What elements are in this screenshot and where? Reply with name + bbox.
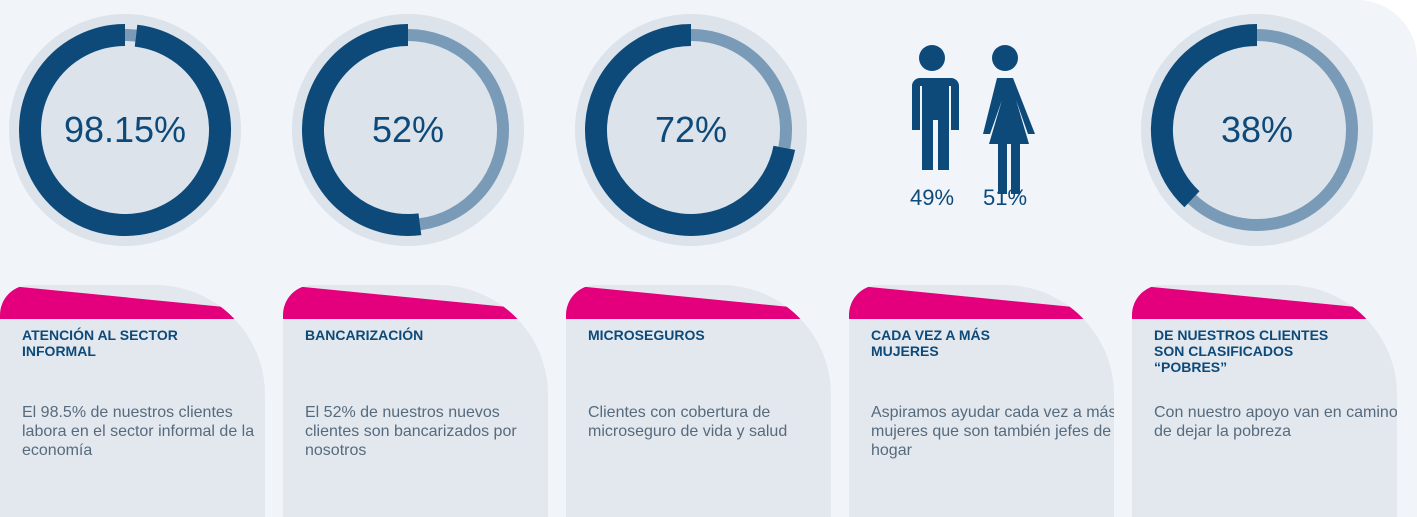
card: CADA VEZ A MÁS MUJERES Aspiramos ayudar c… bbox=[849, 285, 1114, 517]
card: BANCARIZACIÓN El 52% de nuestros nuevos c… bbox=[283, 285, 548, 517]
accent-bar bbox=[1132, 285, 1397, 319]
card-text: Clientes con cobertura de microseguro de… bbox=[588, 404, 788, 440]
card-text: Con nuestro apoyo van en camino de dejar… bbox=[1154, 404, 1397, 440]
donut-remainder bbox=[690, 29, 792, 149]
visual: 38% bbox=[1141, 14, 1373, 246]
card: ATENCIÓN AL SECTOR INFORMAL El 98.5% de n… bbox=[0, 285, 265, 517]
donut-arc bbox=[19, 24, 231, 236]
card-title: MICROSEGUROS bbox=[588, 327, 705, 343]
figure-label: 49% bbox=[910, 185, 954, 210]
accent-shape bbox=[566, 285, 831, 319]
accent-shape bbox=[1132, 285, 1397, 319]
accent-shape bbox=[0, 285, 265, 319]
accent-shape bbox=[849, 285, 1114, 319]
card-text: El 98.5% de nuestros clientes labora en … bbox=[22, 404, 255, 459]
accent-shape bbox=[283, 285, 548, 319]
column: 72% MICROSEGUROS Clientes con cobertura de… bbox=[566, 0, 849, 517]
woman-head bbox=[992, 45, 1018, 71]
accent-bar bbox=[283, 285, 548, 319]
figures bbox=[912, 45, 1035, 194]
visual: 98.15% bbox=[9, 14, 241, 246]
donut-label: 98.15% bbox=[64, 109, 186, 150]
donut-arc bbox=[1151, 24, 1258, 208]
man-body bbox=[912, 78, 959, 170]
woman-body bbox=[983, 78, 1035, 194]
donut-remainder bbox=[1187, 29, 1358, 231]
donut-remainder bbox=[407, 29, 509, 231]
visual: 52% bbox=[292, 14, 524, 246]
donut-background bbox=[292, 14, 524, 246]
card-text: Aspiramos ayudar cada vez a más mujeres … bbox=[871, 404, 1114, 459]
card: MICROSEGUROS Clientes con cobertura de mi… bbox=[566, 285, 831, 517]
donut-background bbox=[575, 14, 807, 246]
accent-bar bbox=[0, 285, 265, 319]
figure-label: 51% bbox=[983, 185, 1027, 210]
column: 49% 51% CADA VEZ A MÁS MUJERES Aspiramos ay… bbox=[849, 0, 1132, 517]
card-title: DE NUESTROS CLIENTES SON CLASIFICADOS “P… bbox=[1154, 327, 1329, 375]
donut-label: 52% bbox=[372, 109, 444, 150]
donut-arc bbox=[302, 24, 422, 236]
card-text: El 52% de nuestros nuevos clientes son b… bbox=[305, 404, 517, 459]
donut-background bbox=[9, 14, 241, 246]
visual: 72% bbox=[575, 14, 807, 246]
visual: 49% 51% bbox=[910, 45, 1035, 210]
card: DE NUESTROS CLIENTES SON CLASIFICADOS “P… bbox=[1132, 285, 1397, 517]
man-head bbox=[919, 45, 945, 71]
donut-remainder bbox=[124, 29, 137, 42]
donut-label: 38% bbox=[1221, 109, 1293, 150]
column: 38% DE NUESTROS CLIENTES SON CLASIFICADOS… bbox=[1132, 0, 1415, 517]
card-title: BANCARIZACIÓN bbox=[305, 327, 424, 343]
card-title: CADA VEZ A MÁS MUJERES bbox=[871, 327, 990, 359]
donut-background bbox=[1141, 14, 1373, 246]
column: 98.15% ATENCIÓN AL SECTOR INFORMAL El 98.5… bbox=[0, 0, 283, 517]
column: 52% BANCARIZACIÓN El 52% de nuestros nuevo… bbox=[283, 0, 566, 517]
accent-bar bbox=[849, 285, 1114, 319]
card-title: ATENCIÓN AL SECTOR INFORMAL bbox=[22, 327, 178, 359]
donut-label: 72% bbox=[655, 109, 727, 150]
accent-bar bbox=[566, 285, 831, 319]
donut-arc bbox=[585, 24, 796, 236]
